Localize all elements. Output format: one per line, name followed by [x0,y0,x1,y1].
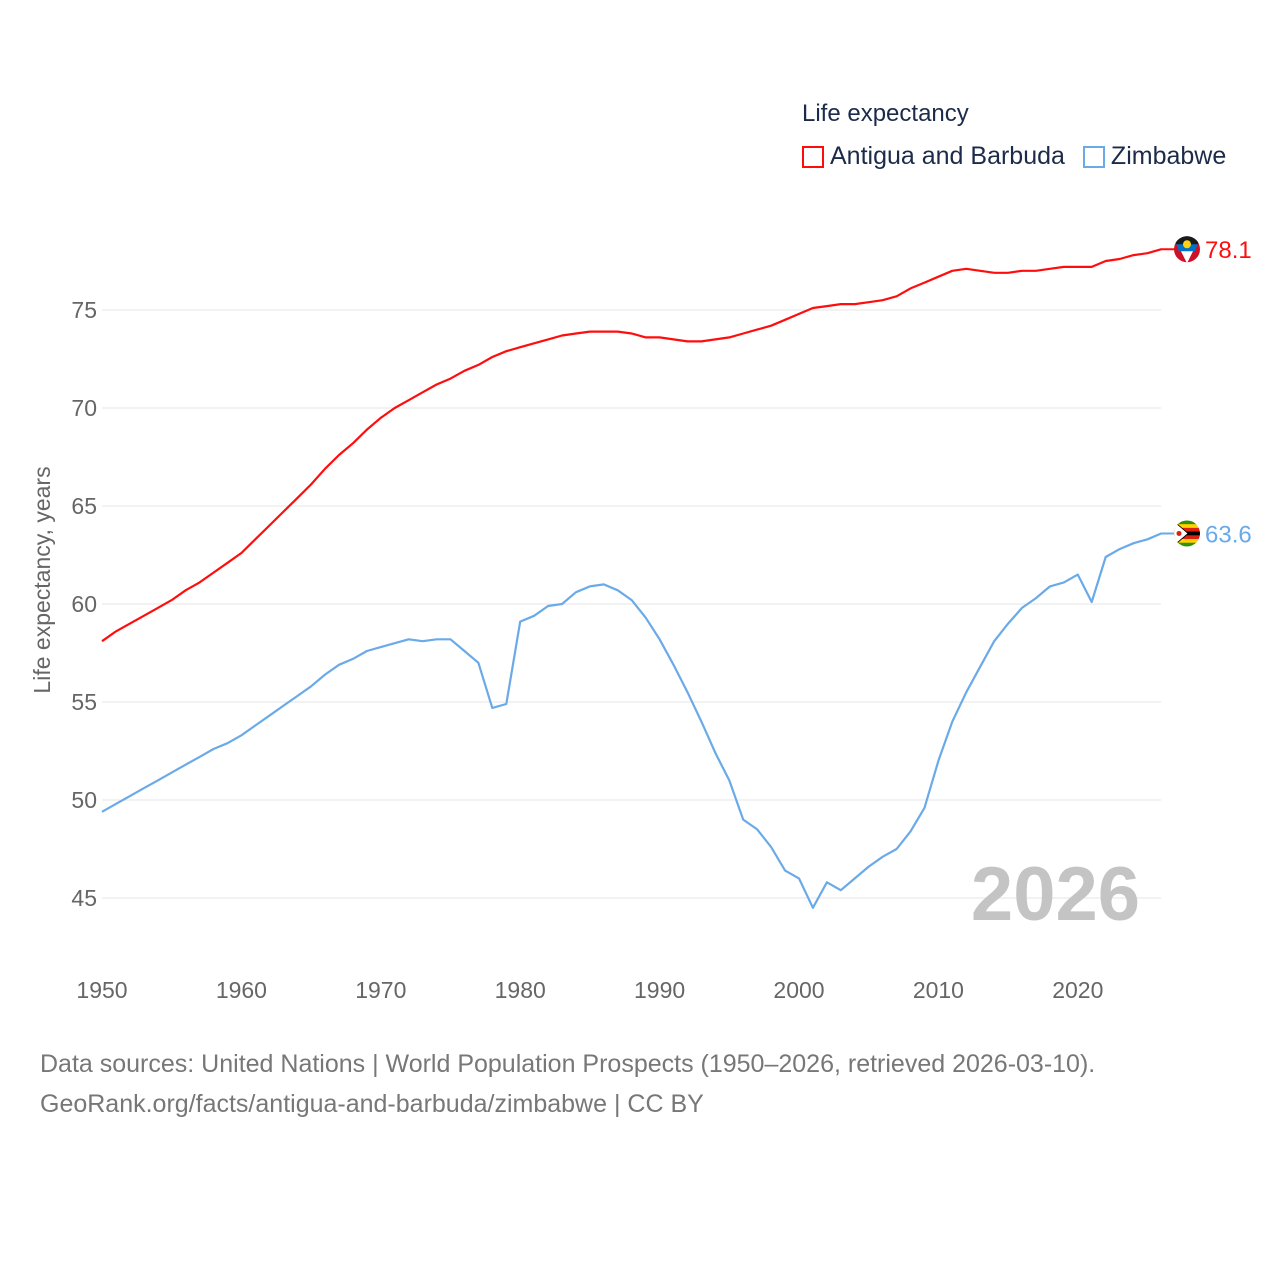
x-tick-label: 1970 [355,977,406,1003]
end-value-label: 78.1 [1205,237,1252,264]
legend-swatch-zimbabwe [1082,145,1105,168]
end-value-label: 63.6 [1205,521,1252,548]
x-tick-label: 2000 [773,977,824,1003]
flag-stripe [1174,535,1200,540]
flag-stripe [1174,527,1200,533]
antigua-flag-icon [1174,236,1200,263]
zimbabwe-flag-icon [1174,520,1200,547]
flag-star [1176,530,1182,536]
series-line-zimbabwe [101,532,1162,909]
x-axis-ticks: 1950 1960 1970 1980 1990 2000 2010 2020 [76,977,1103,1003]
legend-label: Zimbabwe [1110,142,1227,170]
series-lines [101,248,1162,909]
flag-stripe [1174,520,1200,525]
flag-body [1174,236,1200,263]
y-tick-label: 70 [71,395,97,421]
x-tick-label: 2020 [1052,977,1103,1003]
legend: Antigua and Barbuda Zimbabwe [802,142,1226,171]
y-tick-label: 65 [71,493,97,519]
legend-item-zimbabwe[interactable]: Zimbabwe [1082,142,1227,171]
series-line-antigua [101,248,1162,643]
data-sources: Data sources: United Nations | World Pop… [40,1050,1096,1078]
flag-stripe [1174,539,1200,544]
source-link[interactable]: GeoRank.org/facts/antigua-and-barbuda/zi… [40,1090,704,1118]
grid-lines [102,309,1161,899]
x-tick-label: 1950 [76,977,127,1003]
x-tick-label: 1980 [495,977,546,1003]
flag-sun [1183,240,1191,249]
y-tick-label: 60 [71,591,97,617]
y-tick-label: 55 [71,689,97,715]
legend-title: Life expectancy [802,100,969,127]
y-tick-label: 45 [71,885,97,911]
x-tick-label: 2010 [913,977,964,1003]
flag-body [1174,520,1200,547]
flag-stripe [1174,542,1200,547]
x-tick-label: 1990 [634,977,685,1003]
year-watermark: 2026 [971,852,1140,937]
y-tick-label: 75 [71,297,97,323]
legend-item-antigua[interactable]: Antigua and Barbuda [802,142,1065,171]
footer: Data sources: United Nations | World Pop… [40,1044,1095,1124]
flag-stripe [1174,524,1200,529]
legend-label: Antigua and Barbuda [830,142,1065,170]
legend-swatch-antigua [802,145,824,168]
series-end-markers: 78.1 63.6 [1161,236,1252,548]
y-tick-label: 50 [71,787,97,813]
y-axis-label: Life expectancy, years [29,466,55,693]
x-tick-label: 1960 [216,977,267,1003]
y-axis-ticks: 45 50 55 60 65 70 75 [71,297,97,911]
